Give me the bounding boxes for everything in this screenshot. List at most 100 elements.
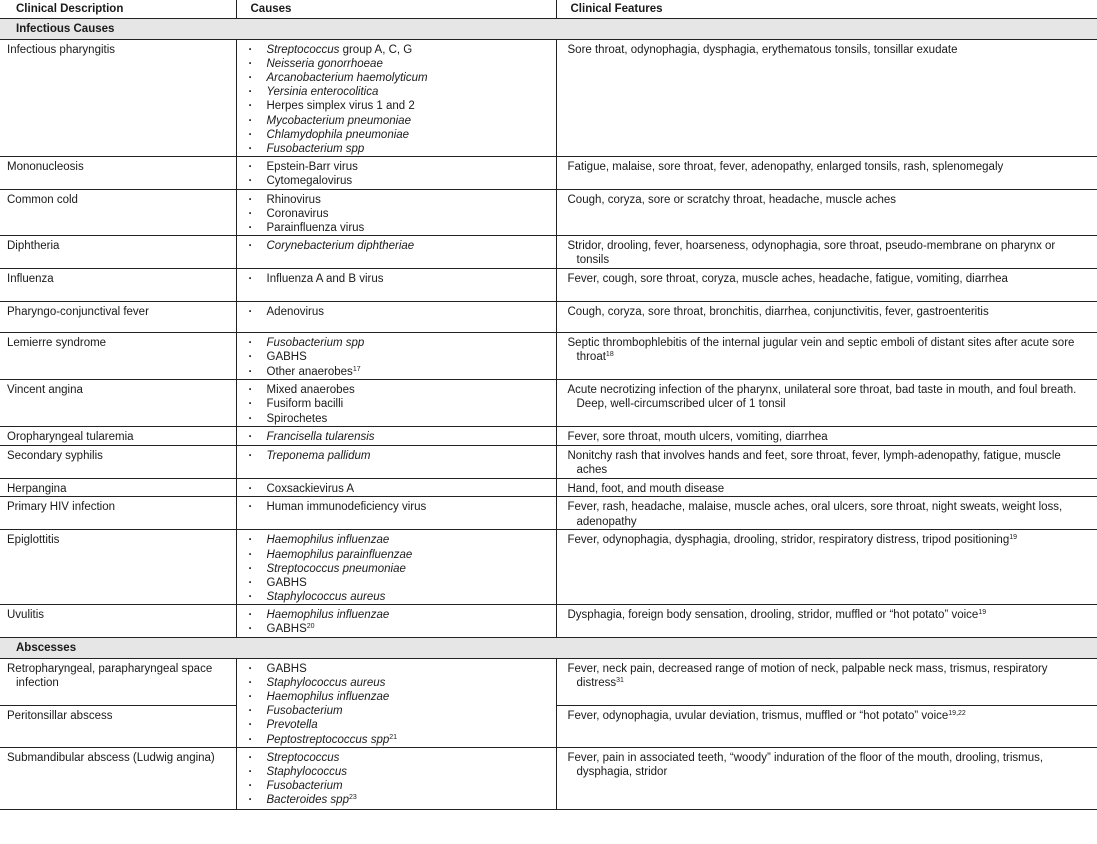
clinical-description: Peritonsillar abscess: [0, 705, 236, 748]
table-row: EpiglottitisHaemophilus influenzaeHaemop…: [0, 529, 1097, 605]
text-segment: Streptococcus: [266, 751, 340, 764]
text-segment: Streptococcus pneumoniae: [266, 562, 406, 575]
causes-list: Francisella tularensis: [246, 430, 548, 444]
cause-item: Haemophilus influenzae: [246, 533, 548, 547]
causes-cell: Mixed anaerobesFusiform bacilliSpirochet…: [235, 379, 556, 428]
text-segment: Fever, rash, headache, malaise, muscle a…: [567, 501, 1063, 528]
clinical-features: Nonitchy rash that involves hands and fe…: [555, 445, 1097, 480]
cause-item: Haemophilus parainfluenzae: [246, 548, 548, 562]
table-row: Herpangina Coxsackievirus A Hand, foot, an…: [0, 478, 1097, 498]
cause-item: Fusiform bacilli: [246, 397, 548, 411]
text-segment: Spirochetes: [266, 412, 328, 425]
text-segment: Fusiform bacilli: [266, 398, 344, 411]
clinical-features: Fever, cough, sore throat, coryza, muscl…: [555, 268, 1097, 303]
cause-item: Staphylococcus aureus: [246, 590, 548, 604]
features-text: Stridor, drooling, fever, hoarseness, od…: [568, 239, 1090, 267]
section-row: Infectious Causes: [0, 18, 1097, 41]
features-text: Fever, rash, headache, malaise, muscle a…: [568, 500, 1090, 528]
clinical-features: Sore throat, odynophagia, dysphagia, ery…: [555, 39, 1097, 158]
table-row: Primary HIV infection Human immunodeficie…: [0, 496, 1097, 531]
clinical-description: Mononucleosis: [0, 156, 236, 191]
text-segment: Fever, sore throat, mouth ulcers, vomiti…: [567, 431, 828, 444]
causes-list: Mixed anaerobesFusiform bacilliSpirochet…: [246, 383, 548, 425]
text-segment: Fusobacterium: [266, 779, 343, 792]
features-text: Fever, sore throat, mouth ulcers, vomiti…: [568, 430, 1090, 444]
cause-item: Fusobacterium: [246, 704, 548, 718]
causes-list: StreptococcusStaphylococcusFusobacterium…: [246, 751, 548, 807]
text-segment: Dysphagia, foreign body sensation, drool…: [567, 608, 979, 621]
text-segment: Haemophilus influenzae: [266, 534, 390, 547]
text-segment: Staphylococcus aureus: [266, 677, 386, 690]
text-segment: Fever, odynophagia, dysphagia, drooling,…: [567, 534, 1010, 547]
clinical-features: Stridor, drooling, fever, hoarseness, od…: [555, 235, 1097, 270]
text-segment: Bacteroides spp: [266, 793, 349, 806]
header-clinical-description: Clinical Description: [0, 0, 236, 19]
clinical-features: Acute necrotizing infection of the phary…: [555, 379, 1097, 428]
features-text: Fever, odynophagia, dysphagia, drooling,…: [568, 533, 1090, 547]
text-segment: Influenza A and B virus: [266, 273, 384, 286]
clinical-table: Clinical Description Causes Clinical Fea…: [0, 0, 1097, 810]
clinical-features: Cough, coryza, sore throat, bronchitis, …: [555, 301, 1097, 334]
text-segment: Acute necrotizing infection of the phary…: [567, 384, 1077, 411]
cause-item: Streptococcus: [246, 751, 548, 765]
features-text: Dysphagia, foreign body sensation, drool…: [568, 608, 1090, 622]
text-segment: Staphylococcus aureus: [266, 590, 386, 603]
cause-item: Arcanobacterium haemolyticum: [246, 71, 548, 85]
causes-cell: Coxsackievirus A: [235, 478, 556, 498]
clinical-description: Secondary syphilis: [0, 445, 236, 480]
causes-cell: GABHSStaphylococcus aureusHaemophilus in…: [235, 658, 556, 748]
features-text: Nonitchy rash that involves hands and fe…: [568, 449, 1090, 477]
text-segment: GABHS: [266, 351, 307, 364]
text-segment: Treponema pallidum: [266, 450, 371, 463]
clinical-description: Herpangina: [0, 478, 236, 498]
clinical-features: Fatigue, malaise, sore throat, fever, ad…: [555, 156, 1097, 191]
causes-cell: Epstein-Barr virusCytomegalovirus: [235, 156, 556, 191]
text-segment: Epstein-Barr virus: [266, 161, 358, 174]
reference-superscript: 19,22: [948, 709, 966, 717]
text-segment: Adenovirus: [266, 306, 325, 319]
text-segment: Yersinia enterocolitica: [266, 86, 379, 99]
causes-cell: Fusobacterium sppGABHSOther anaerobes17: [235, 332, 556, 381]
cause-item: Coronavirus: [246, 207, 548, 221]
cause-item: Treponema pallidum: [246, 449, 548, 463]
reference-superscript: 19: [1009, 534, 1018, 542]
clinical-description: Lemierre syndrome: [0, 332, 236, 381]
text-segment: GABHS: [266, 663, 307, 676]
cause-item: Cytomegalovirus: [246, 174, 548, 188]
table-row: Diphtheria Corynebacterium diphtheriae Str…: [0, 235, 1097, 270]
clinical-features: Fever, odynophagia, dysphagia, drooling,…: [555, 529, 1097, 605]
cause-item: Staphylococcus: [246, 765, 548, 779]
reference-superscript: 18: [605, 351, 614, 359]
cause-item: Coxsackievirus A: [246, 482, 548, 496]
features-text: Acute necrotizing infection of the phary…: [568, 383, 1090, 411]
header-clinical-features: Clinical Features: [555, 0, 1097, 19]
table-row: Lemierre syndromeFusobacterium sppGABHSO…: [0, 332, 1097, 381]
cause-item: Mycobacterium pneumoniae: [246, 114, 548, 128]
header-causes: Causes: [235, 0, 556, 19]
table-row: Retropharyngeal, parapharyngeal space in…: [0, 658, 1097, 748]
clinical-features: Fever, neck pain, decreased range of mot…: [555, 658, 1097, 706]
text-segment: Cough, coryza, sore throat, bronchitis, …: [567, 306, 989, 319]
clinical-features: Fever, rash, headache, malaise, muscle a…: [555, 496, 1097, 531]
text-segment: Coxsackievirus A: [266, 483, 355, 496]
cause-item: Corynebacterium diphtheriae: [246, 239, 548, 253]
features-text: Fatigue, malaise, sore throat, fever, ad…: [568, 160, 1090, 174]
causes-cell: Haemophilus influenzaeGABHS20: [235, 604, 556, 638]
reference-superscript: 17: [352, 365, 361, 373]
table-row: Pharyngo-conjunctival fever Adenovirus Cou…: [0, 301, 1097, 334]
text-segment: GABHS: [266, 623, 307, 636]
text-segment: Fever, odynophagia, uvular deviation, tr…: [567, 709, 949, 722]
clinical-description: Submandibular abscess (Ludwig angina): [0, 747, 236, 810]
table-row: Oropharyngeal tularemia Francisella tular…: [0, 426, 1097, 447]
text-segment: Streptococcus: [266, 44, 340, 57]
features-text: Hand, foot, and mouth disease: [568, 482, 1090, 496]
causes-cell: StreptococcusStaphylococcusFusobacterium…: [235, 747, 556, 810]
cause-item: Bacteroides spp23: [246, 793, 548, 807]
text-segment: Human immunodeficiency virus: [266, 501, 427, 514]
causes-list: Fusobacterium sppGABHSOther anaerobes17: [246, 336, 548, 378]
causes-cell: Treponema pallidum: [235, 445, 556, 480]
text-segment: Fever, neck pain, decreased range of mot…: [567, 663, 1048, 690]
cause-item: Staphylococcus aureus: [246, 676, 548, 690]
cause-item: Yersinia enterocolitica: [246, 85, 548, 99]
